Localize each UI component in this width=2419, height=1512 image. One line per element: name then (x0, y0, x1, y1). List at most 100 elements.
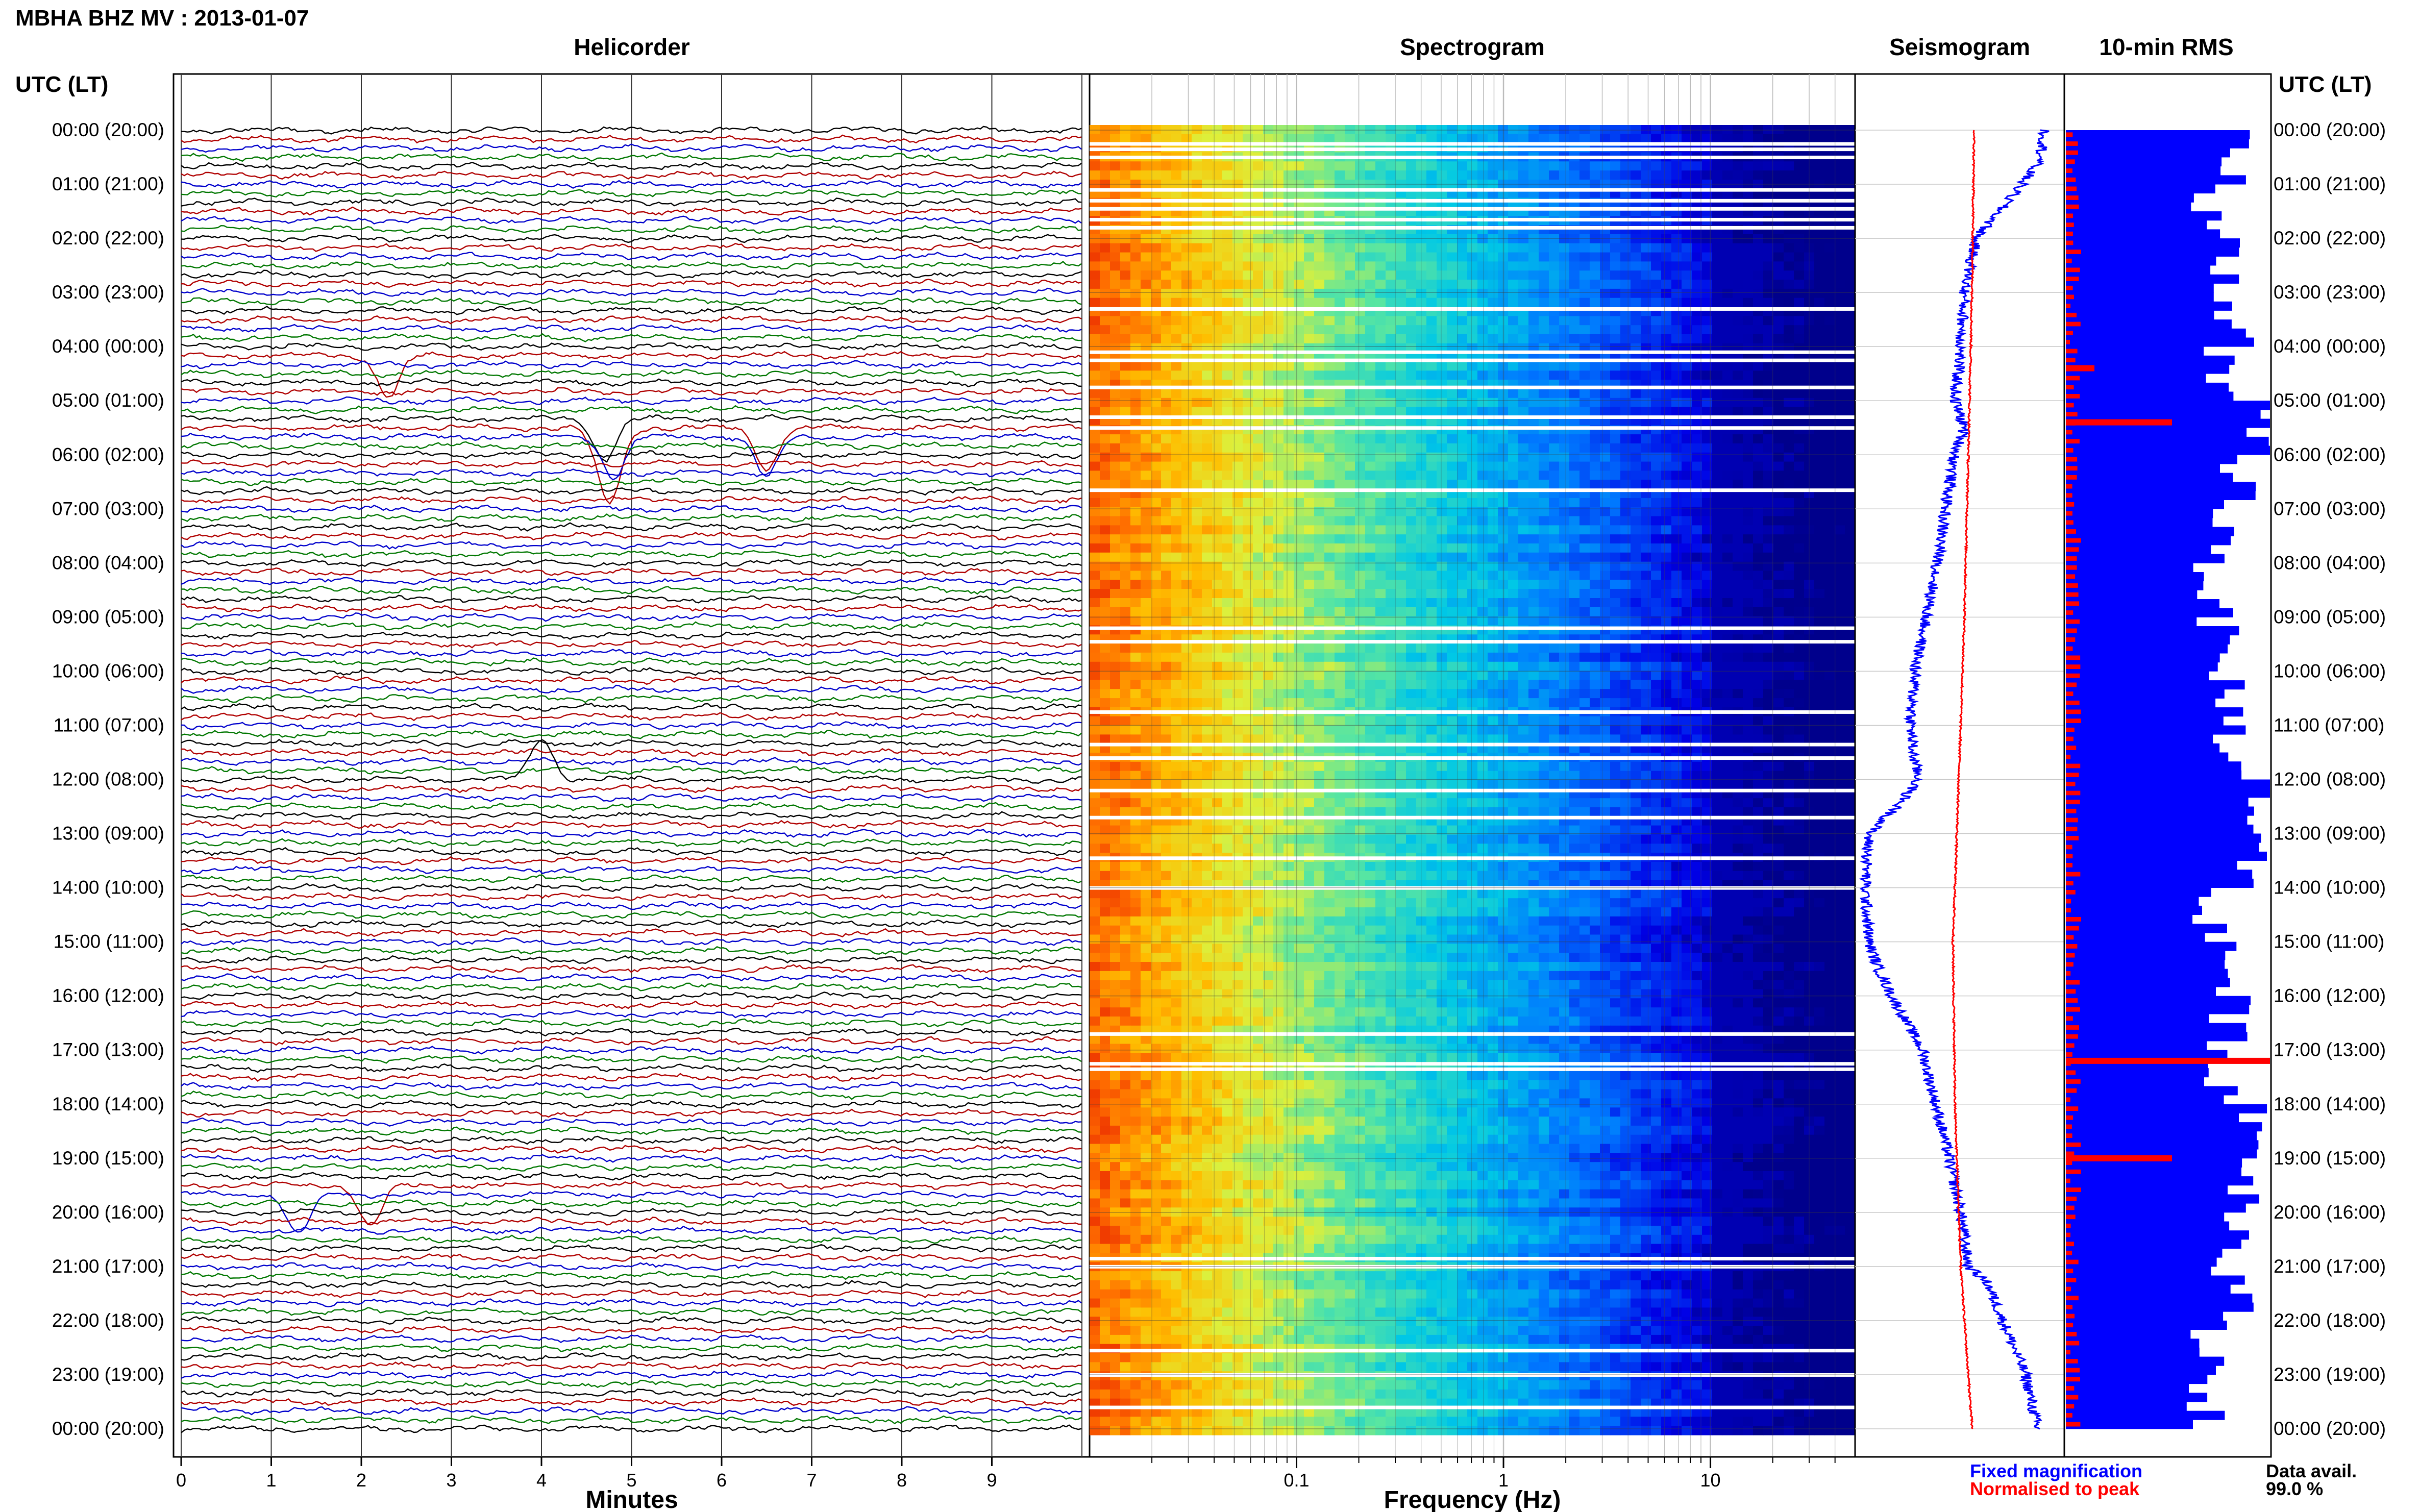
spectrogram-cell (1753, 643, 1764, 653)
spectrogram-cell (1539, 261, 1549, 271)
spectrogram-cell (1212, 234, 1223, 244)
spectrogram-cell (1120, 325, 1131, 335)
spectrogram-cell (1467, 270, 1478, 280)
spectrogram-cell (1549, 616, 1560, 626)
spectrogram-cell (1712, 661, 1723, 672)
spectrogram-cell (1539, 280, 1549, 289)
spectrogram-cell (1345, 125, 1355, 135)
spectrogram-cell (1814, 443, 1825, 453)
helicorder-trace (181, 621, 1082, 631)
spectrogram-cell (1651, 552, 1662, 562)
spectrogram-cell (1631, 261, 1641, 271)
helicorder-trace (181, 1234, 1082, 1244)
spectrogram-cell (1396, 534, 1406, 544)
spectrogram-cell (1243, 389, 1253, 399)
spectrogram-cell (1304, 389, 1315, 399)
spectrogram-cell (1161, 270, 1172, 280)
spectrogram-cell (1294, 161, 1304, 171)
spectrogram-cell (1396, 607, 1406, 617)
spectrogram-cell (1365, 552, 1376, 562)
spectrogram-cell (1192, 398, 1202, 408)
spectrogram-cell (1171, 180, 1182, 189)
spectrogram-cell (1294, 516, 1304, 526)
spectrogram-cell (1110, 452, 1121, 462)
spectrogram-cell (1773, 298, 1784, 308)
spectrogram-cell (1743, 370, 1754, 380)
spectrogram-cell (1130, 652, 1141, 662)
time-label: 12:00 (08:00) (2274, 769, 2386, 790)
spectrogram-cell (1651, 243, 1662, 253)
spectrogram-cell (1090, 125, 1100, 135)
spectrogram-cell (1202, 643, 1213, 653)
spectrogram-cell (1773, 680, 1784, 689)
spectrogram-cell (1784, 134, 1794, 144)
spectrogram-cell (1794, 571, 1805, 580)
spectrogram-cell (1100, 671, 1110, 680)
spectrogram-cell (1375, 443, 1386, 453)
spectrogram-cell (1120, 280, 1131, 289)
spectrogram-cell (1426, 543, 1437, 553)
spectrogram-cell (1222, 507, 1233, 517)
spectrogram-cell (1171, 470, 1182, 480)
spectrogram-cell (1100, 389, 1110, 399)
spectrogram-cell (1222, 161, 1233, 171)
spectrogram-cell (1294, 170, 1304, 180)
spectrogram-cell (1355, 552, 1366, 562)
spectrogram-cell (1539, 552, 1549, 562)
spectrogram-cell (1335, 389, 1345, 399)
spectrogram-cell (1763, 243, 1774, 253)
spectrogram-cell (1365, 607, 1376, 617)
spectrogram-cell (1253, 389, 1264, 399)
spectrogram-cell (1835, 543, 1845, 553)
spectrogram-cell (1651, 589, 1662, 599)
spectrogram-cell (1273, 689, 1284, 699)
spectrogram-cell (1416, 652, 1427, 662)
spectrogram-cell (1386, 434, 1396, 444)
spectrogram-cell (1120, 161, 1131, 171)
spectrogram-cell (1335, 243, 1345, 253)
spectrogram-cell (1375, 698, 1386, 708)
spectrogram-cell (1345, 607, 1355, 617)
spectrogram-cell (1253, 470, 1264, 480)
spectrogram-cell (1733, 334, 1743, 344)
spectrogram-cell (1590, 598, 1600, 608)
spectrogram-cell (1824, 543, 1835, 553)
helicorder-trace (181, 612, 1082, 622)
spectrogram-cell (1835, 288, 1845, 299)
spectrogram-cell (1845, 598, 1856, 608)
spectrogram-cell (1386, 398, 1396, 408)
spectrogram-cell (1355, 361, 1366, 371)
spectrogram-cell (1651, 270, 1662, 280)
spectrogram-cell (1835, 125, 1845, 135)
spectrogram-cell (1355, 507, 1366, 517)
spectrogram-cell (1130, 580, 1141, 589)
spectrogram-cell (1202, 661, 1213, 672)
spectrogram-cell (1345, 288, 1355, 299)
spectrogram-cell (1651, 571, 1662, 580)
spectrogram-cell (1151, 389, 1162, 399)
spectrogram-cell (1702, 170, 1713, 180)
spectrogram-cell (1610, 589, 1621, 599)
spectrogram-cell (1386, 334, 1396, 344)
spectrogram-cell (1590, 580, 1600, 589)
spectrogram-cell (1141, 461, 1151, 471)
spectrogram-cell (1641, 434, 1651, 444)
spectrogram-cell (1814, 661, 1825, 672)
spectrogram-cell (1835, 170, 1845, 180)
spectrogram-cell (1396, 407, 1406, 416)
spectrogram-cell (1294, 525, 1304, 535)
spectrogram-cell (1763, 480, 1774, 489)
spectrogram-cell (1579, 270, 1590, 280)
spectrogram-cell (1518, 525, 1529, 535)
spectrogram-cell (1549, 398, 1560, 408)
spectrogram-cell (1804, 180, 1815, 189)
spectrogram-cell (1539, 325, 1549, 335)
spectrogram-cell (1406, 125, 1417, 135)
spectrogram-cell (1651, 616, 1662, 626)
spectrogram-cell (1130, 161, 1141, 171)
spectrogram-cell (1283, 252, 1294, 262)
spectrogram-cell (1416, 643, 1427, 653)
spectrogram-cell (1161, 680, 1172, 689)
spectrogram-cell (1610, 407, 1621, 416)
spectrogram-cell (1528, 680, 1539, 689)
